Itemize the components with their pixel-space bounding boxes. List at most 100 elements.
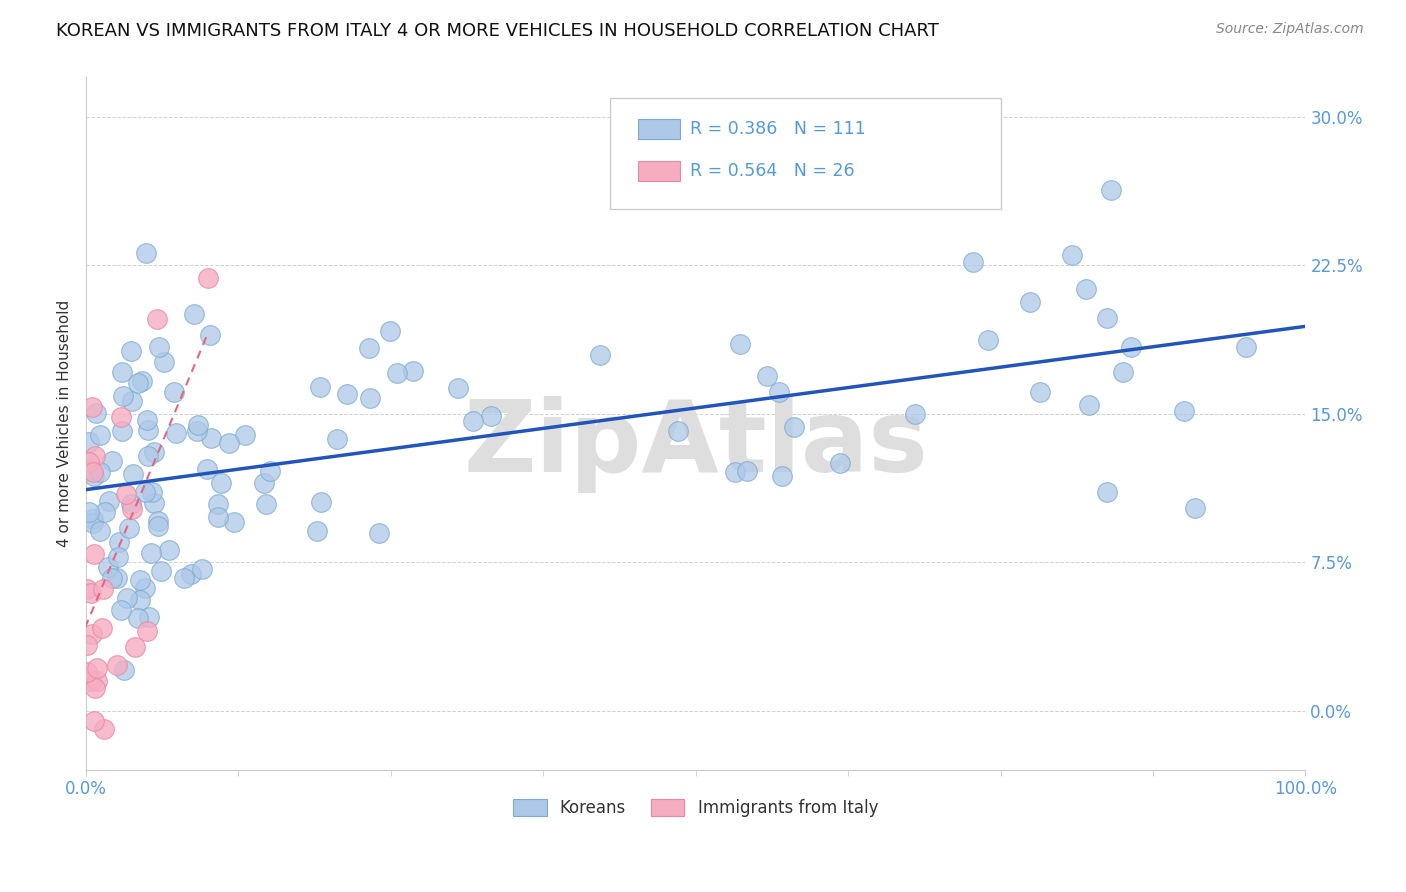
Point bbox=[120, 497, 142, 511]
Point bbox=[93, 723, 115, 737]
Point bbox=[962, 254, 984, 268]
Point bbox=[89, 427, 111, 442]
Point bbox=[84, 681, 107, 696]
Point bbox=[136, 624, 159, 638]
Point bbox=[105, 572, 128, 586]
Point bbox=[1078, 398, 1101, 412]
Point bbox=[259, 464, 281, 478]
Point bbox=[97, 559, 120, 574]
Point bbox=[1060, 248, 1083, 262]
Point bbox=[139, 546, 162, 560]
Point bbox=[138, 610, 160, 624]
Point bbox=[108, 535, 131, 549]
Point bbox=[89, 524, 111, 538]
Point bbox=[666, 424, 689, 438]
Point bbox=[463, 414, 485, 428]
Point bbox=[112, 663, 135, 677]
Point bbox=[82, 512, 104, 526]
Point bbox=[117, 521, 139, 535]
Point bbox=[80, 627, 103, 641]
Point bbox=[1029, 385, 1052, 400]
Point bbox=[121, 501, 143, 516]
Point bbox=[183, 307, 205, 321]
Point bbox=[82, 465, 104, 479]
Point bbox=[76, 582, 98, 597]
Point bbox=[254, 497, 277, 511]
Point bbox=[309, 495, 332, 509]
Point bbox=[402, 364, 425, 378]
Point bbox=[100, 454, 122, 468]
Text: Source: ZipAtlas.com: Source: ZipAtlas.com bbox=[1216, 22, 1364, 37]
Point bbox=[120, 344, 142, 359]
Point bbox=[134, 485, 156, 500]
Point bbox=[447, 380, 470, 394]
Point bbox=[148, 514, 170, 528]
Point bbox=[135, 413, 157, 427]
Point bbox=[105, 658, 128, 673]
Point bbox=[211, 475, 233, 490]
Point bbox=[111, 365, 134, 379]
Point bbox=[83, 714, 105, 729]
Point bbox=[138, 423, 160, 437]
Point bbox=[589, 348, 612, 362]
Point bbox=[79, 586, 101, 600]
Point bbox=[198, 328, 221, 343]
Point bbox=[82, 516, 104, 531]
Point bbox=[77, 505, 100, 519]
Text: R = 0.386   N = 111: R = 0.386 N = 111 bbox=[689, 120, 865, 138]
Point bbox=[828, 456, 851, 470]
Point bbox=[1112, 365, 1135, 379]
Legend: Koreans, Immigrants from Italy: Koreans, Immigrants from Italy bbox=[506, 792, 884, 824]
Point bbox=[367, 526, 389, 541]
Point bbox=[163, 385, 186, 400]
Point bbox=[93, 582, 115, 596]
Point bbox=[1173, 404, 1195, 418]
Point bbox=[187, 417, 209, 432]
Point bbox=[1234, 340, 1257, 354]
Point bbox=[218, 436, 240, 450]
Point bbox=[131, 374, 153, 388]
Point bbox=[1095, 310, 1118, 325]
Point bbox=[152, 355, 174, 369]
Point bbox=[222, 515, 245, 529]
Point bbox=[110, 602, 132, 616]
Point bbox=[135, 245, 157, 260]
Point bbox=[252, 476, 274, 491]
Point bbox=[83, 548, 105, 562]
Point bbox=[94, 505, 117, 519]
Point bbox=[115, 591, 138, 605]
Point bbox=[186, 424, 208, 438]
Point bbox=[127, 611, 149, 625]
Point bbox=[80, 400, 103, 414]
Text: ZipAtlas: ZipAtlas bbox=[464, 396, 928, 493]
Point bbox=[141, 485, 163, 500]
Point bbox=[80, 673, 103, 688]
Point bbox=[307, 524, 329, 538]
Point bbox=[1095, 485, 1118, 500]
FancyBboxPatch shape bbox=[610, 98, 1001, 209]
Point bbox=[115, 486, 138, 500]
FancyBboxPatch shape bbox=[638, 120, 681, 139]
Point bbox=[77, 434, 100, 449]
Point bbox=[76, 638, 98, 652]
Point bbox=[90, 622, 112, 636]
Point bbox=[735, 464, 758, 478]
Point bbox=[84, 406, 107, 420]
Point bbox=[86, 661, 108, 675]
Point bbox=[724, 465, 747, 479]
FancyBboxPatch shape bbox=[638, 161, 681, 181]
Point bbox=[309, 380, 332, 394]
Point bbox=[110, 409, 132, 424]
Point bbox=[904, 407, 927, 421]
Point bbox=[157, 543, 180, 558]
Point bbox=[128, 573, 150, 587]
Point bbox=[124, 640, 146, 654]
Point bbox=[173, 571, 195, 585]
Point bbox=[111, 424, 134, 438]
Point bbox=[359, 341, 381, 355]
Point bbox=[768, 384, 790, 399]
Point bbox=[756, 368, 779, 383]
Point bbox=[80, 463, 103, 477]
Point bbox=[101, 571, 124, 585]
Point bbox=[728, 337, 751, 351]
